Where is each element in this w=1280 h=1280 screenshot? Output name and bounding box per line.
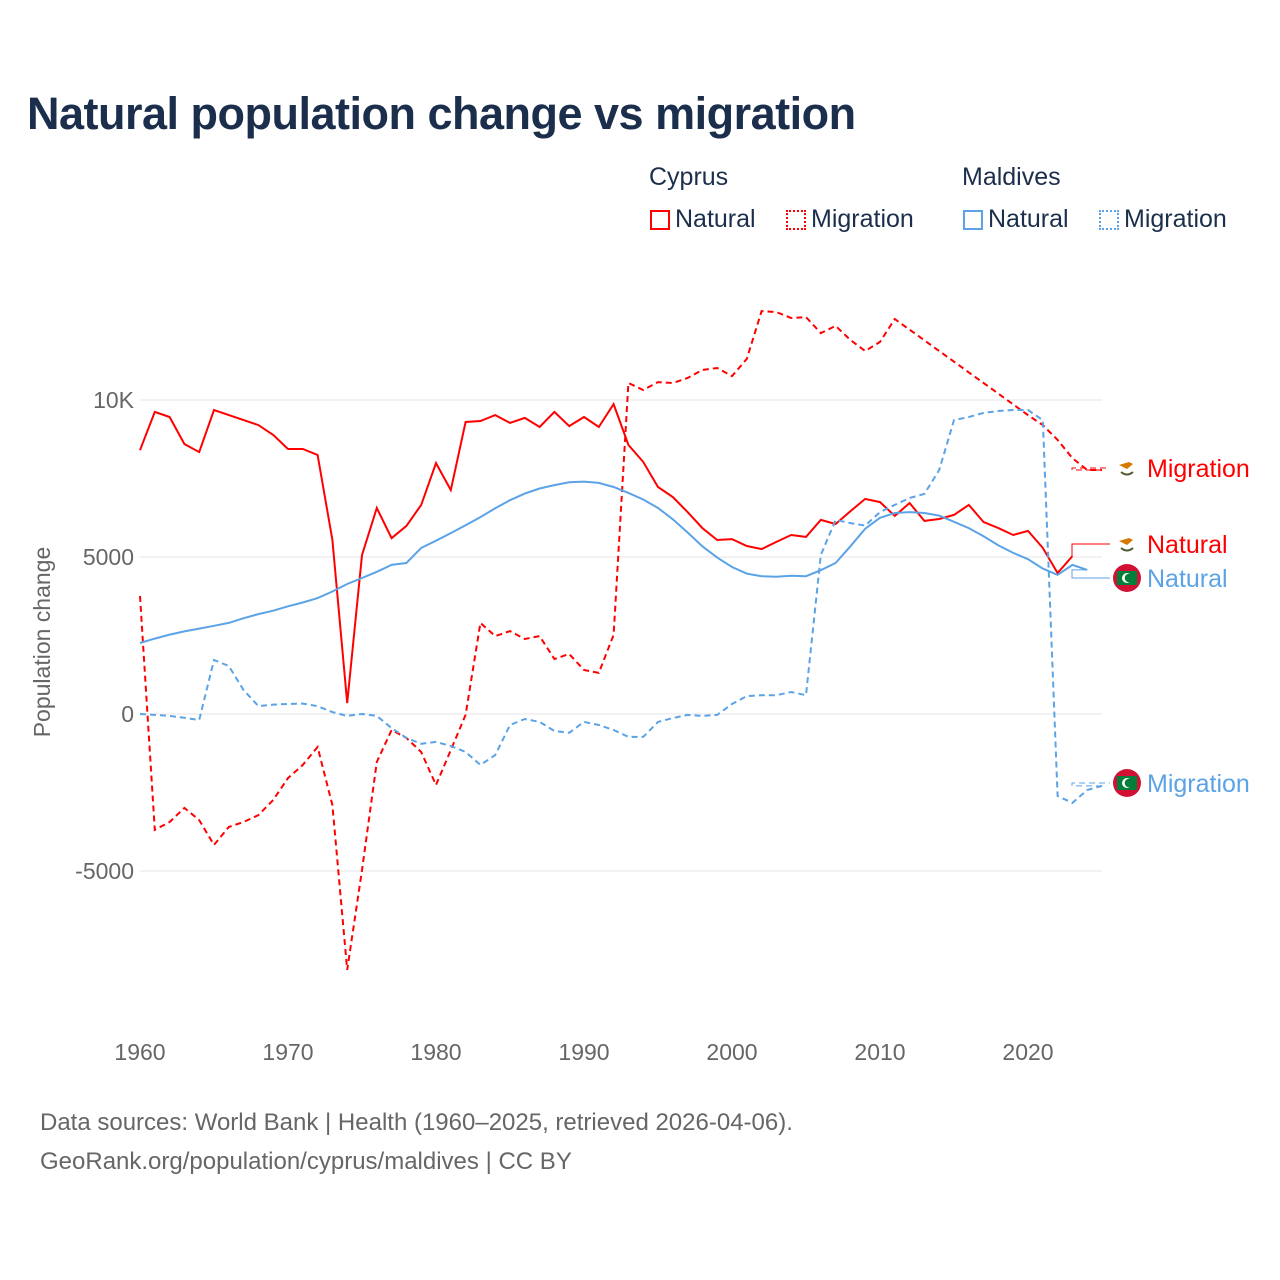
y-tick-label: 0 [121, 701, 134, 727]
legend-swatch-dotted [1099, 209, 1119, 230]
x-tick-label: 1990 [558, 1039, 609, 1065]
y-tick-label: -5000 [75, 858, 134, 884]
x-tick-label: 2000 [706, 1039, 757, 1065]
chart-title: Natural population change vs migration [27, 88, 856, 139]
x-tick-label: 1960 [114, 1039, 165, 1065]
series-line-maldives-natural [139, 480, 1088, 644]
label-connector [1071, 543, 1110, 557]
legend-label: Migration [1124, 205, 1227, 233]
x-tick-label: 1980 [410, 1039, 461, 1065]
olive-branch-icon [1120, 547, 1134, 552]
series-line-maldives-migration [139, 409, 1103, 805]
label-connector [1071, 569, 1110, 579]
series-end-label: Migration [1147, 455, 1250, 483]
x-tick-label: 2020 [1002, 1039, 1053, 1065]
y-tick-label: 5000 [83, 544, 134, 570]
legend-swatch-solid [650, 209, 670, 230]
series-end-label: Natural [1147, 531, 1228, 559]
y-axis-label: Population change [29, 547, 55, 738]
series-line-cyprus-natural [139, 401, 1074, 704]
legend-label: Migration [811, 205, 914, 233]
footer-attribution: GeoRank.org/population/cyprus/maldives |… [40, 1148, 572, 1175]
label-connector [1071, 782, 1110, 787]
crescent-cutout [1124, 778, 1134, 788]
x-tick-label: 1970 [262, 1039, 313, 1065]
legend-cyprus-natural[interactable]: Natural [650, 205, 756, 234]
cyprus-map-icon [1119, 538, 1133, 545]
series-end-label: Natural [1147, 565, 1228, 593]
olive-branch-icon [1120, 471, 1134, 476]
legend-maldives-natural[interactable]: Natural [963, 205, 1069, 234]
y-tick-label: 10K [93, 387, 135, 413]
x-tick-label: 2010 [854, 1039, 905, 1065]
legend-label: Natural [988, 205, 1069, 233]
series-end-label: Migration [1147, 770, 1250, 798]
legend-cyprus-migration[interactable]: Migration [786, 205, 914, 234]
legend-group-maldives: Maldives [962, 163, 1061, 191]
legend-label: Natural [675, 205, 756, 233]
crescent-cutout [1124, 573, 1134, 583]
legend-swatch-dotted [786, 209, 806, 230]
legend-swatch-solid [963, 209, 983, 230]
label-connector [1071, 467, 1110, 471]
cyprus-map-icon [1119, 462, 1133, 469]
legend-group-cyprus: Cyprus [649, 163, 729, 191]
footer-sources: Data sources: World Bank | Health (1960–… [40, 1109, 793, 1136]
legend-maldives-migration[interactable]: Migration [1099, 205, 1227, 234]
series-line-cyprus-migration [139, 310, 1102, 971]
